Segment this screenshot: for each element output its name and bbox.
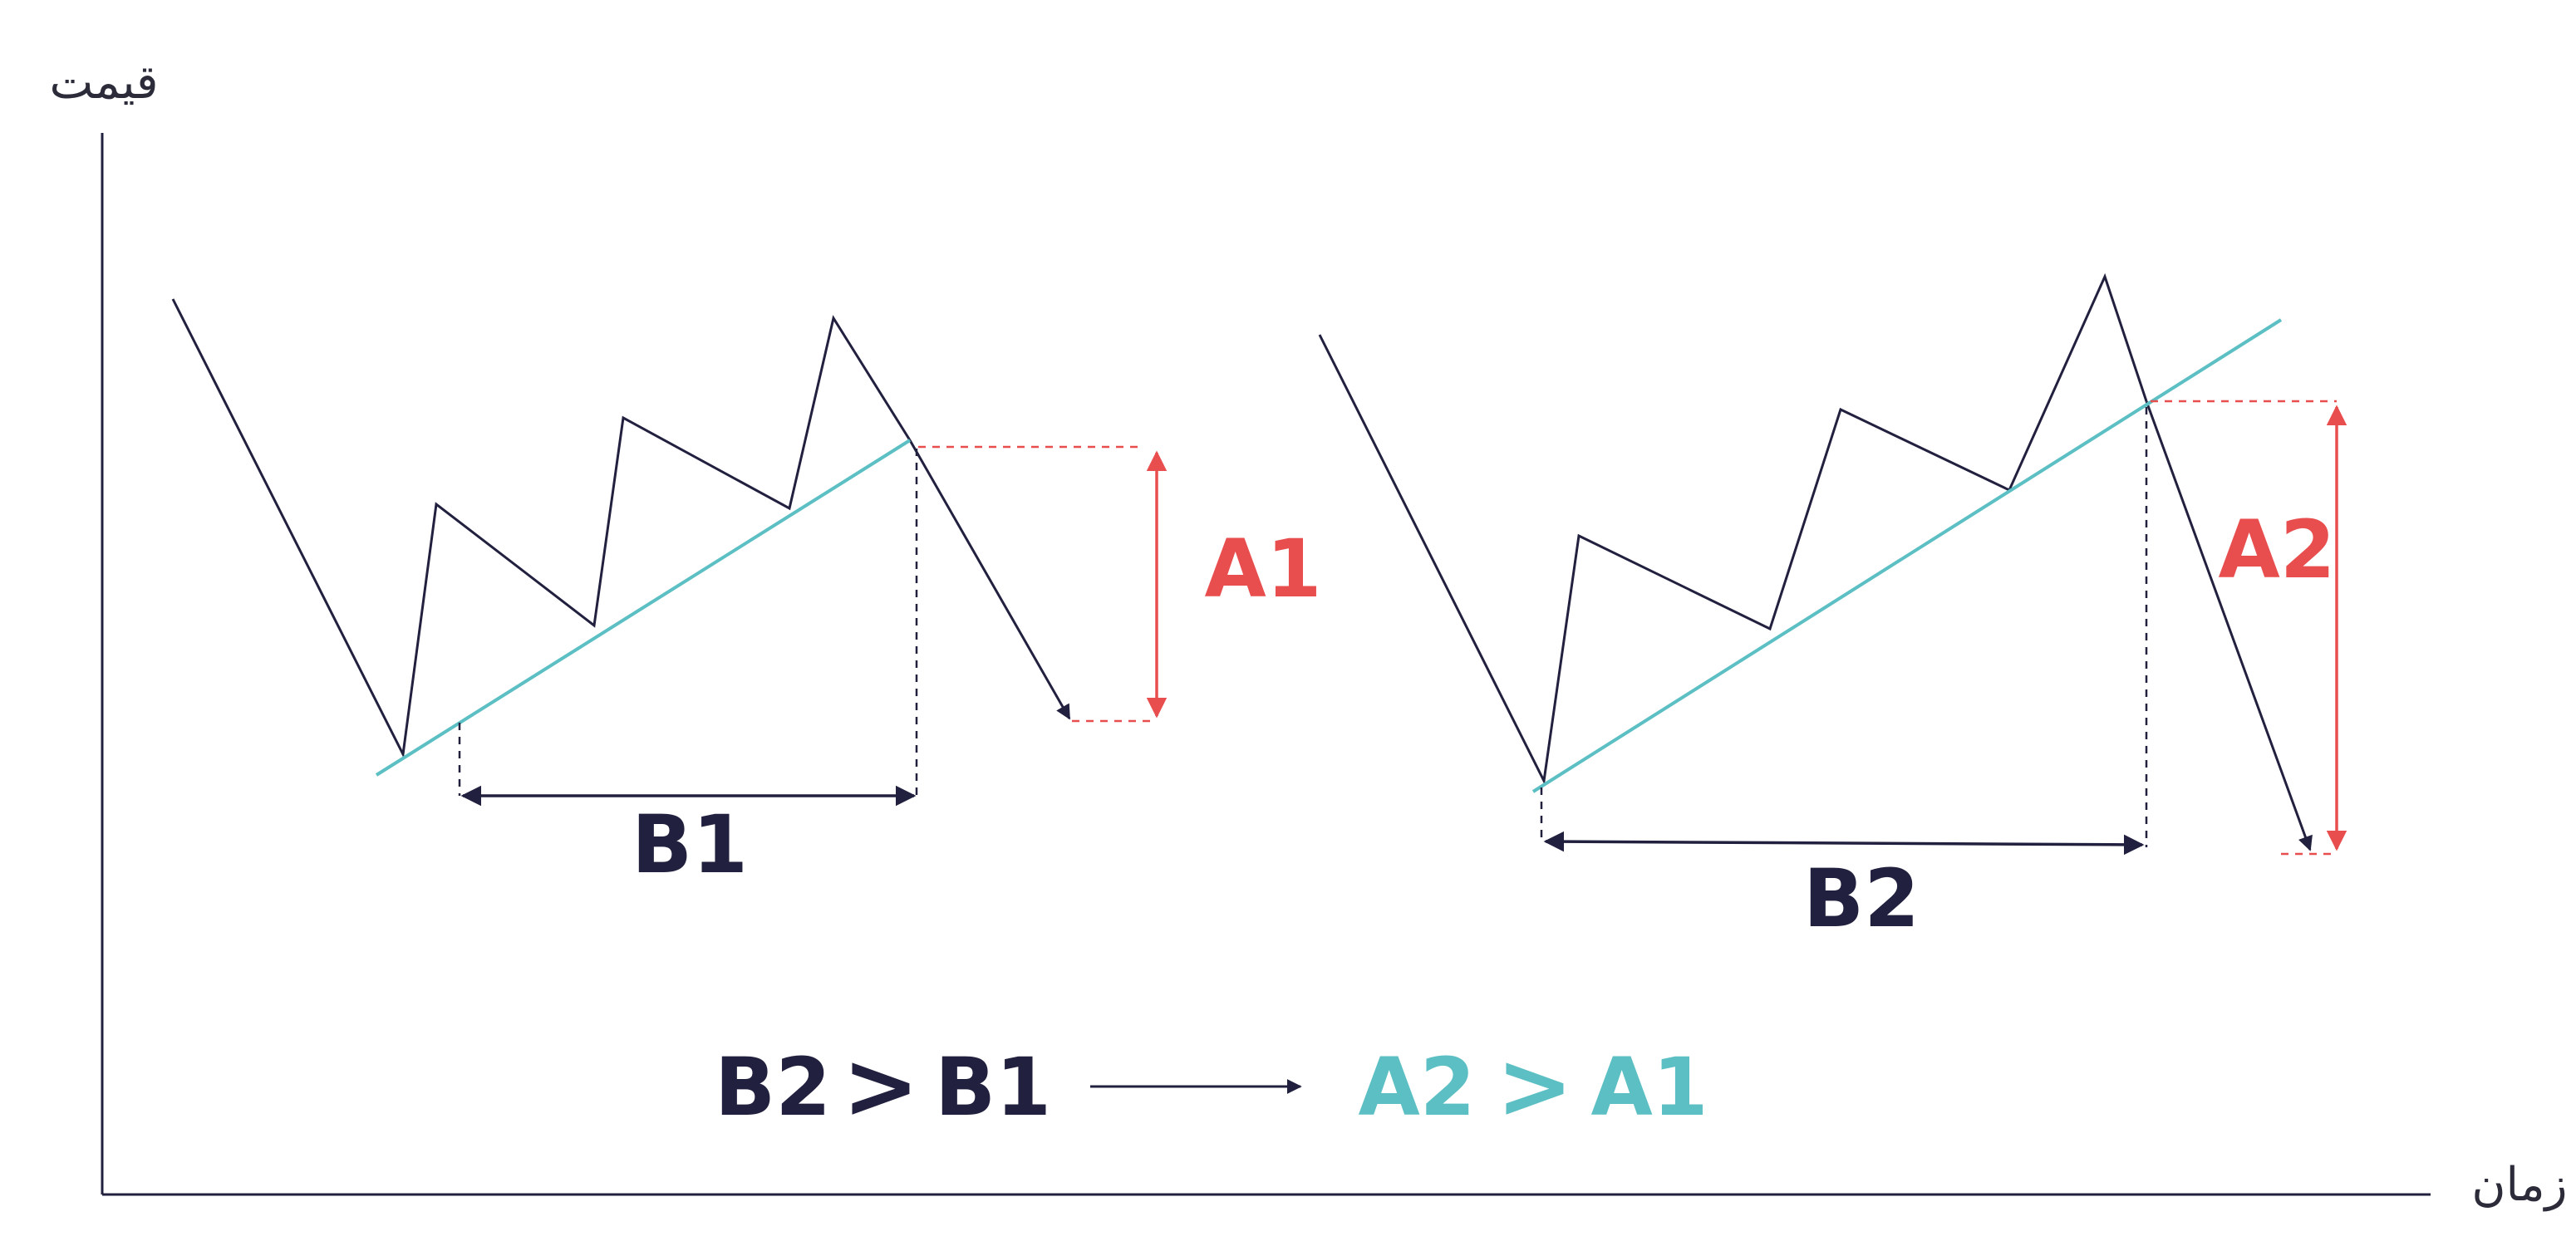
label-a2: A2 [2218, 503, 2335, 596]
price-breakdown-1 [908, 439, 1071, 720]
price-line-2 [1318, 272, 2148, 785]
conclusion-op-left: > [843, 1033, 919, 1139]
y-axis-label: قیمت [49, 56, 158, 110]
label-b2: B2 [1803, 852, 1920, 945]
pattern-2: A2 B2 [1318, 272, 2347, 945]
price-breakdown-2 [2145, 400, 2313, 851]
conclusion-a2: A2 [1358, 1041, 1475, 1134]
support-trendline-2 [1531, 318, 2283, 793]
conclusion: B2 > B1 A2 > A1 [715, 1033, 1708, 1139]
axes: قیمت زمان [49, 56, 2567, 1212]
label-a1: A1 [1204, 522, 1321, 616]
pattern-1: A1 B1 [171, 298, 1322, 891]
price-line-1 [171, 298, 912, 759]
width-arrow-b2 [1543, 831, 2145, 856]
conclusion-a1: A1 [1590, 1041, 1708, 1134]
conclusion-b2: B2 [715, 1041, 831, 1134]
x-axis-label: زمان [2471, 1158, 2567, 1212]
conclusion-op-right: > [1497, 1033, 1573, 1139]
conclusion-b1: B1 [935, 1041, 1051, 1134]
support-trendline-1 [375, 439, 912, 777]
label-b1: B1 [632, 798, 748, 891]
